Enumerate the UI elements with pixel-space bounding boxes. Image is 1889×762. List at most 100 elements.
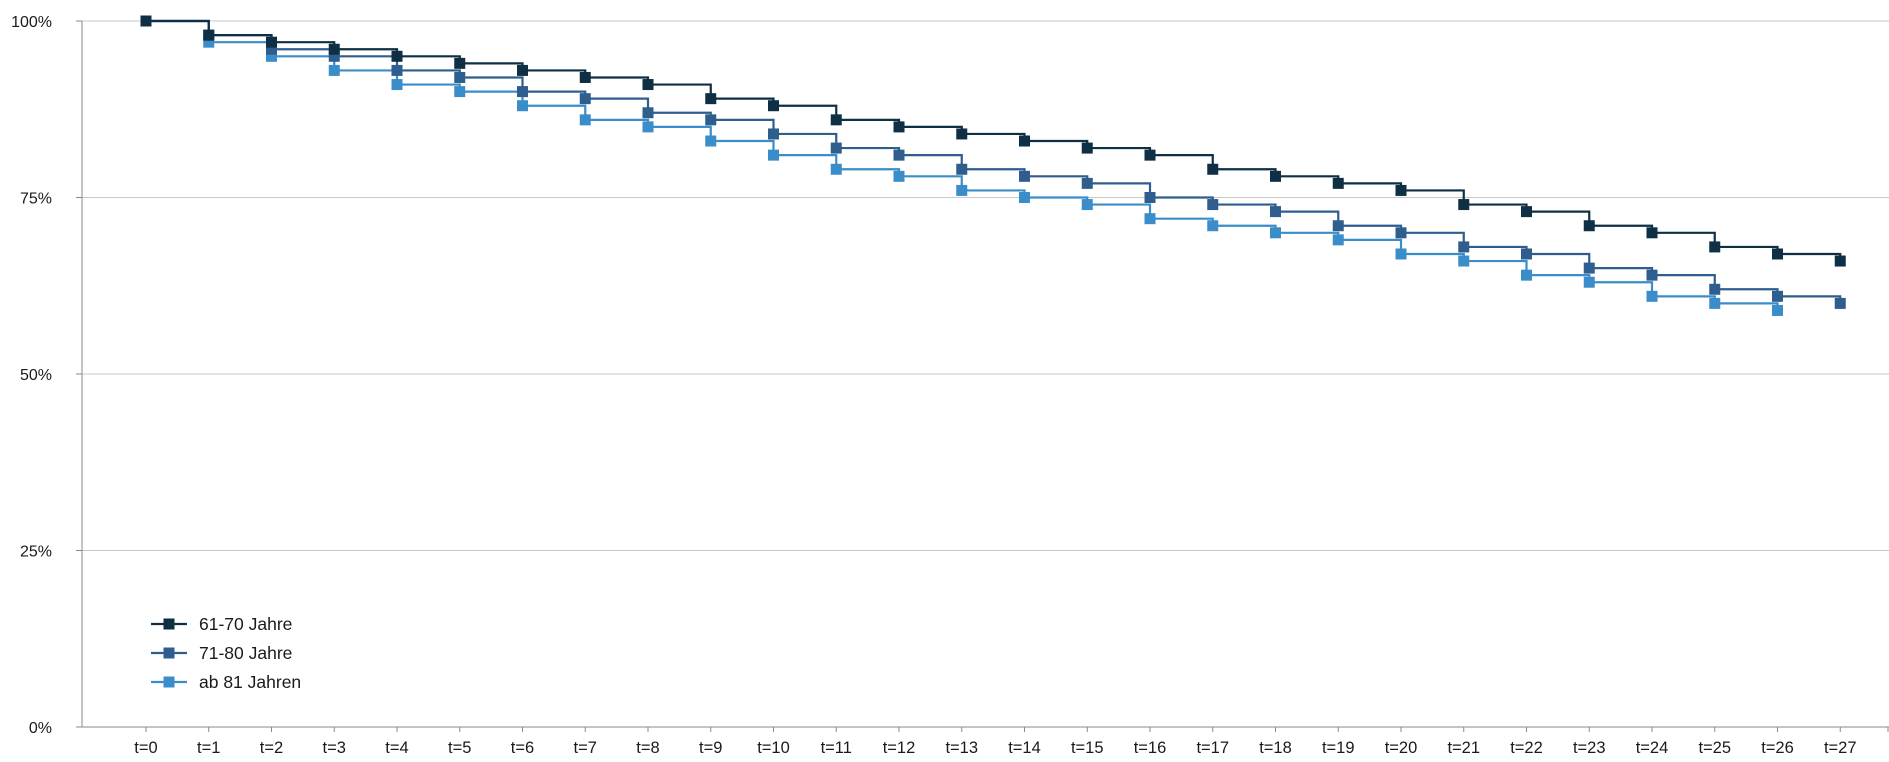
data-point-marker: [956, 184, 968, 196]
series-line: [146, 19, 1842, 262]
data-point-marker: [1772, 304, 1783, 316]
data-point-marker: [830, 163, 842, 175]
data-point-marker: [1521, 269, 1532, 281]
data-point-marker: [1019, 170, 1030, 182]
data-point-marker: [391, 50, 403, 62]
data-point-marker: [1207, 163, 1219, 175]
data-point-marker: [768, 100, 779, 112]
x-tick-label: t=13: [945, 739, 978, 757]
x-tick-label: t=18: [1259, 739, 1292, 757]
x-tick-label: t=3: [323, 739, 346, 757]
data-point-marker: [1646, 290, 1658, 302]
data-point-marker: [1081, 199, 1093, 211]
series-line: [146, 19, 1842, 304]
x-tick-label: t=21: [1447, 739, 1480, 757]
data-point-marker: [642, 107, 654, 119]
data-point-marker: [893, 149, 905, 161]
y-tick-label: 25%: [20, 544, 52, 561]
data-point-marker: [140, 15, 152, 27]
data-point-marker: [893, 121, 905, 133]
data-point-marker: [705, 114, 717, 126]
data-point-marker: [579, 93, 591, 105]
y-tick-label: 50%: [20, 367, 52, 384]
x-tick-label: t=9: [699, 739, 722, 757]
x-tick-label: t=2: [260, 739, 283, 757]
data-point-marker: [1144, 192, 1156, 203]
x-tick-label: t=1: [197, 739, 220, 757]
legend-label: ab 81 Jahren: [199, 672, 301, 692]
data-point-marker: [768, 128, 779, 140]
data-point-marker: [1646, 269, 1658, 281]
data-point-marker: [266, 36, 277, 48]
x-tick-label: t=14: [1008, 739, 1041, 757]
x-tick-label: t=15: [1071, 739, 1104, 757]
data-point-marker: [1834, 255, 1846, 267]
data-point-marker: [1019, 192, 1030, 203]
data-point-marker: [1395, 227, 1407, 239]
data-point-marker: [328, 50, 340, 62]
data-point-marker: [454, 57, 466, 69]
x-tick-label: t=19: [1322, 739, 1355, 757]
series-1: [140, 15, 1846, 267]
x-tick-label: t=6: [511, 739, 534, 757]
data-point-marker: [1144, 149, 1156, 161]
data-point-marker: [579, 114, 591, 126]
data-point-marker: [1270, 227, 1281, 239]
data-point-marker: [642, 121, 654, 133]
data-point-marker: [1772, 248, 1783, 260]
data-point-marker: [956, 163, 968, 175]
legend-item-2: 71-80 Jahre: [151, 643, 292, 663]
data-point-marker: [203, 29, 215, 41]
data-point-marker: [956, 128, 968, 140]
legend-marker-swatch: [163, 676, 175, 688]
data-point-marker: [517, 86, 528, 98]
legend: 61-70 Jahre 71-80 Jahre ab 81 Jahren: [151, 614, 301, 692]
data-point-marker: [705, 135, 717, 147]
x-tick-label: t=5: [448, 739, 471, 757]
data-point-marker: [830, 142, 842, 154]
legend-label: 61-70 Jahre: [199, 614, 292, 634]
data-point-marker: [1583, 220, 1595, 232]
data-point-marker: [1458, 199, 1470, 211]
x-tick-label: t=12: [883, 739, 916, 757]
data-point-marker: [328, 64, 340, 76]
data-point-marker: [1081, 177, 1093, 189]
data-point-marker: [1709, 297, 1721, 309]
x-tick-label: t=20: [1385, 739, 1418, 757]
x-tick-label: t=10: [757, 739, 790, 757]
y-tick-label: 0%: [29, 720, 52, 737]
data-point-marker: [768, 149, 779, 161]
data-point-marker: [830, 114, 842, 126]
data-point-marker: [1395, 248, 1407, 260]
data-point-marker: [266, 43, 277, 55]
x-tick-label: t=17: [1196, 739, 1229, 757]
axis-layer: 100% 75% 50% 25% 0% t=0 t=1 t=2 t=3 t=4 t=5 t=6 t=7 t…: [11, 14, 1889, 757]
data-point-marker: [1583, 262, 1595, 274]
data-point-marker: [391, 64, 403, 76]
data-point-marker: [1144, 213, 1156, 225]
series-2: [140, 15, 1846, 309]
data-point-marker: [1332, 234, 1344, 246]
legend-marker-swatch: [163, 647, 175, 659]
data-point-marker: [517, 64, 528, 76]
data-point-marker: [454, 71, 466, 83]
x-tick-label: t=16: [1134, 739, 1167, 757]
data-point-marker: [266, 50, 277, 62]
y-tick-label: 75%: [20, 191, 52, 208]
data-point-marker: [642, 79, 654, 91]
data-point-marker: [1458, 255, 1470, 267]
data-point-marker: [1458, 241, 1470, 253]
x-tick-label: t=11: [821, 739, 852, 757]
data-point-marker: [1395, 184, 1407, 196]
legend-item-1: 61-70 Jahre: [151, 614, 292, 634]
data-point-marker: [579, 71, 591, 83]
data-point-marker: [1019, 135, 1030, 147]
series-layer: [140, 15, 1846, 316]
data-point-marker: [391, 79, 403, 91]
x-tick-label: t=8: [636, 739, 659, 757]
x-tick-label: t=4: [385, 739, 408, 757]
data-point-marker: [1646, 227, 1658, 239]
x-tick-label: t=23: [1573, 739, 1606, 757]
